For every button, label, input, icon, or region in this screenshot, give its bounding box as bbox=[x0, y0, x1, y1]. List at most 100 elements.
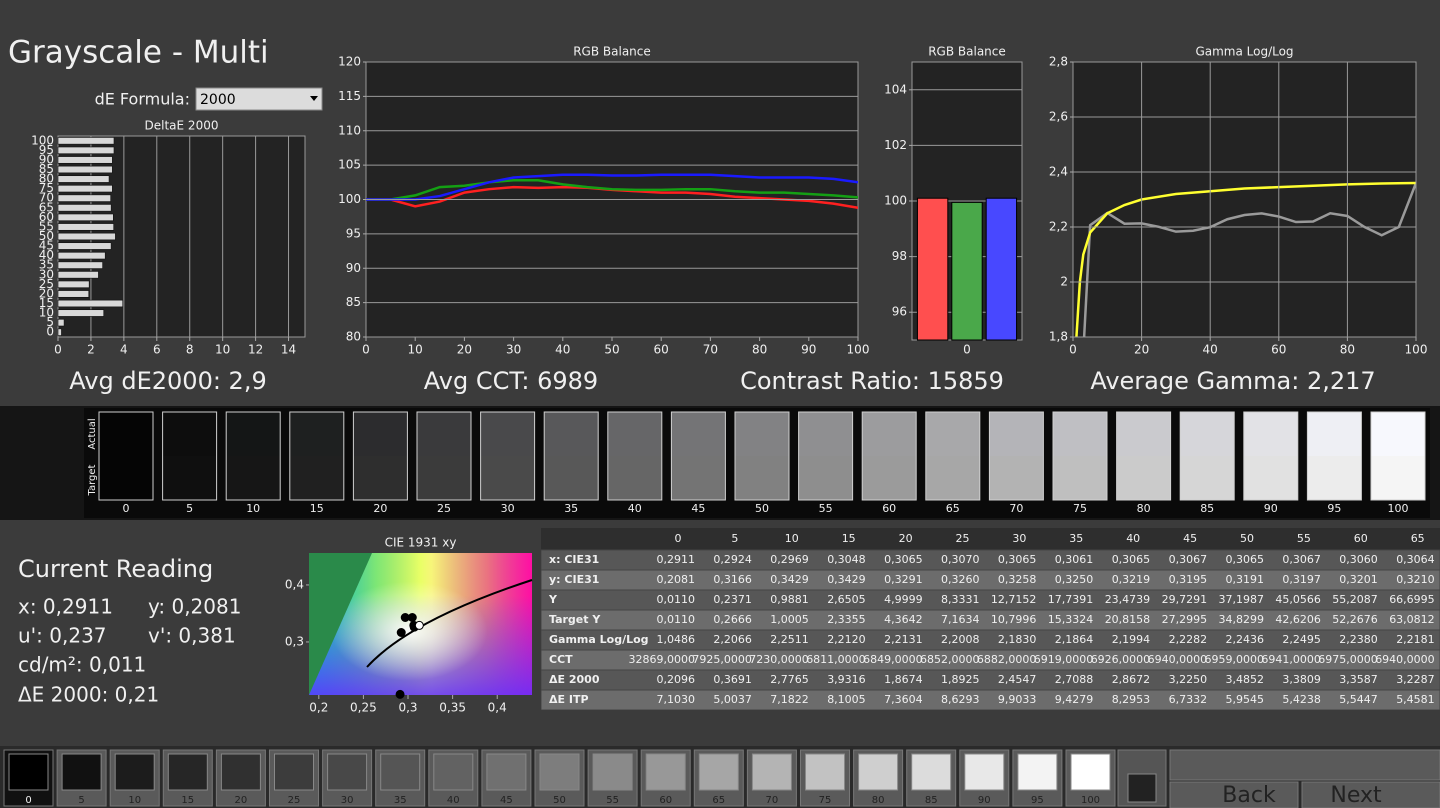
data-line bbox=[366, 179, 858, 201]
formula-dropdown[interactable] bbox=[195, 87, 323, 111]
x-tick-label: 80 bbox=[752, 343, 767, 357]
swatch-label: 90 bbox=[1264, 502, 1278, 515]
table-cell: 8,6293 bbox=[941, 693, 980, 706]
target-swatch bbox=[1243, 456, 1298, 500]
table-cell: 6811,0000 bbox=[806, 653, 866, 666]
chart-title: RGB Balance bbox=[928, 45, 1006, 59]
x-tick-label: 100 bbox=[1405, 343, 1428, 357]
preset-label: 45 bbox=[500, 795, 513, 806]
table-header: 30 bbox=[1012, 532, 1026, 545]
x-tick-label: 0,4 bbox=[488, 701, 507, 715]
table-cell: 2,3355 bbox=[827, 613, 866, 626]
y-tick-label: 0,3 bbox=[285, 634, 304, 648]
preset-swatch bbox=[220, 753, 261, 791]
data-point bbox=[395, 689, 405, 699]
y-tick-label: 98 bbox=[892, 249, 907, 263]
x-tick-label: 60 bbox=[1271, 343, 1286, 357]
bar bbox=[985, 197, 1018, 341]
swatch-label: 60 bbox=[882, 502, 896, 515]
table-cell: 45,0566 bbox=[1275, 593, 1321, 606]
bar bbox=[916, 197, 949, 341]
y-category-label: 55 bbox=[39, 219, 54, 233]
x-tick-label: 90 bbox=[801, 343, 816, 357]
table-cell: 6926,0000 bbox=[1091, 653, 1151, 666]
table-cell: 2,1864 bbox=[1055, 633, 1094, 646]
data-line bbox=[1082, 182, 1416, 337]
preset-swatch bbox=[964, 753, 1005, 791]
preset-label: 0 bbox=[25, 795, 31, 806]
preset-label: 85 bbox=[925, 795, 938, 806]
x-tick-label: 12 bbox=[248, 343, 263, 357]
y-category-label: 45 bbox=[39, 239, 54, 253]
table-cell: 0,3067 bbox=[1169, 553, 1208, 566]
back-button[interactable] bbox=[1169, 781, 1299, 808]
chart-title: Gamma Log/Log bbox=[1195, 45, 1293, 59]
stop-button[interactable] bbox=[1127, 773, 1157, 803]
table-cell: 0,2911 bbox=[657, 553, 696, 566]
data-line bbox=[1075, 181, 1416, 337]
target-swatch bbox=[862, 456, 917, 500]
table-header: 35 bbox=[1069, 532, 1083, 545]
y-tick-label: 110 bbox=[338, 123, 361, 137]
plot bbox=[395, 612, 424, 699]
next-label[interactable]: Next bbox=[1330, 783, 1382, 808]
y-tick-label: 100 bbox=[338, 192, 361, 206]
table-cell: 10,7996 bbox=[991, 613, 1037, 626]
next-button[interactable] bbox=[1301, 781, 1440, 808]
actual-swatch bbox=[925, 412, 980, 456]
table-cell: 0,3210 bbox=[1396, 573, 1435, 586]
actual-swatch bbox=[353, 412, 408, 456]
preset-label: 25 bbox=[288, 795, 301, 806]
row-label: Gamma Log/Log bbox=[549, 633, 649, 646]
preset-label: 90 bbox=[978, 795, 991, 806]
swatch-label: 55 bbox=[819, 502, 833, 515]
table-cell: 4,9999 bbox=[884, 593, 923, 606]
swatch-frame bbox=[98, 411, 154, 501]
table-cell: 0,3195 bbox=[1169, 573, 1208, 586]
y-category-label: 50 bbox=[39, 229, 54, 243]
swatch-frame bbox=[1116, 411, 1172, 501]
x-tick-label: 8 bbox=[186, 343, 194, 357]
table-cell: 12,7152 bbox=[991, 593, 1037, 606]
table-cell: 0,3061 bbox=[1055, 553, 1094, 566]
swatch-label: 35 bbox=[564, 502, 578, 515]
preset-swatch bbox=[380, 753, 421, 791]
actual-swatch bbox=[607, 412, 662, 456]
table-cell: 8,3331 bbox=[941, 593, 980, 606]
table-cell: 3,4852 bbox=[1226, 673, 1265, 686]
preset-label: 10 bbox=[128, 795, 141, 806]
table-cell: 7230,0000 bbox=[749, 653, 809, 666]
formula-value[interactable]: 2000 bbox=[200, 92, 236, 108]
table-cell: 6852,0000 bbox=[920, 653, 980, 666]
y-tick-label: 2 bbox=[1060, 275, 1068, 289]
table-header: 50 bbox=[1240, 532, 1254, 545]
table-cell: 20,8158 bbox=[1105, 613, 1151, 626]
y-tick-label: 120 bbox=[338, 55, 361, 69]
stat: Avg dE2000: 2,9 bbox=[69, 367, 266, 395]
table-cell: 63,0812 bbox=[1389, 613, 1435, 626]
preset-swatch bbox=[274, 753, 314, 791]
back-label[interactable]: Back bbox=[1222, 783, 1276, 808]
target-swatch bbox=[1116, 456, 1171, 500]
bar bbox=[57, 261, 103, 269]
table-cell: 7,1030 bbox=[657, 693, 696, 706]
playback-controls[interactable] bbox=[1169, 749, 1440, 781]
y-tick-label: 96 bbox=[892, 305, 907, 319]
table-cell: 0,2081 bbox=[657, 573, 696, 586]
table-cell: 2,2008 bbox=[941, 633, 980, 646]
table-cell: 2,2066 bbox=[713, 633, 752, 646]
actual-swatch bbox=[862, 412, 917, 456]
dropdown-arrow[interactable] bbox=[310, 96, 318, 101]
table-header: 55 bbox=[1297, 532, 1311, 545]
table-cell: 0,3429 bbox=[770, 573, 809, 586]
table-cell: 5,0037 bbox=[713, 693, 752, 706]
table-cell: 17,7391 bbox=[1048, 593, 1094, 606]
table-cell: 1,8925 bbox=[941, 673, 980, 686]
bar bbox=[57, 137, 115, 145]
table-header: 65 bbox=[1411, 532, 1425, 545]
actual-swatch bbox=[99, 412, 153, 456]
swatch-label: 20 bbox=[373, 502, 387, 515]
row-label: ΔE ITP bbox=[549, 693, 589, 706]
swatch-frame bbox=[734, 411, 790, 501]
preset-swatch bbox=[751, 753, 792, 791]
